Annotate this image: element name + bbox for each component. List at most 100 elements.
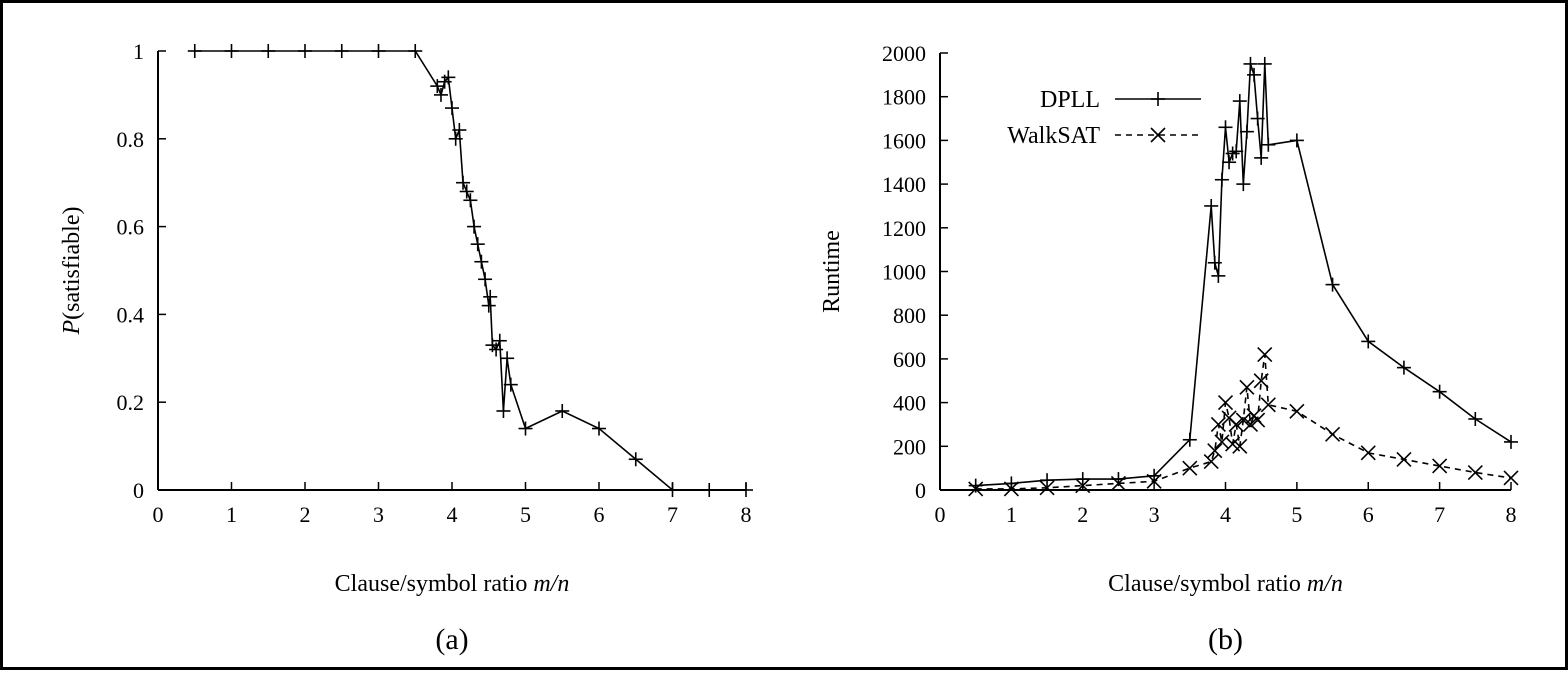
panel-b-y-tick-label: 1000 (882, 260, 926, 285)
panel-b-data-point (1468, 411, 1483, 426)
panel-b-data-point (1214, 172, 1229, 187)
panel-b-data-point (1182, 432, 1197, 447)
panel-b-axes: 0 1 2 3 4 5 6 7 8 0 200 400 600 800 1000 1200 1400 1600 18… (882, 41, 1517, 527)
panel-b-y-tick-label: 800 (893, 303, 926, 328)
panel-b-data-point (1236, 177, 1251, 192)
panel-a-data-point (483, 289, 498, 304)
panel-a-data-point (478, 272, 493, 287)
panel-a-data-point (555, 403, 570, 418)
legend-marker-1 (1150, 127, 1166, 143)
panel-a-data-point (408, 44, 423, 58)
panel-a-y-tick-label: 0.8 (117, 127, 145, 152)
panel-a-x-axis-title-prefix: Clause/symbol ratio (335, 571, 534, 597)
panel-b-data-point (1325, 277, 1340, 292)
panel-a-data-point (467, 219, 482, 234)
panel-a-y-tick-label: 0.4 (117, 302, 145, 327)
legend-label-dpll: DPLL (1040, 87, 1100, 113)
panel-b-data-point (1239, 124, 1254, 139)
panel-b-x-axis-title-italic: m/n (1307, 571, 1343, 597)
panel-a-series-line-0 (194, 50, 746, 491)
panel-b-data-point (1204, 198, 1219, 213)
panel-b-series-line-1 (975, 354, 1512, 490)
panel-a-data-point (448, 131, 463, 146)
panel-b-data-point (1228, 416, 1244, 433)
panel-b-data-point (1235, 412, 1251, 428)
panel-a-chart: 0 1 2 3 4 5 6 7 8 0 0.2 0.4 0.6 0.8 1 Clause/symbol ra… (59, 39, 753, 656)
panel-a-y-tick-label: 1 (133, 39, 144, 64)
panel-a-data-point (503, 377, 518, 392)
panel-b-data-point (1003, 481, 1019, 497)
panel-b-data-point (1075, 472, 1090, 487)
panel-b-chart: 0 1 2 3 4 5 6 7 8 0 200 400 600 800 1000 1200 1400 1600 18… (819, 41, 1519, 656)
panel-b-data-point (1040, 473, 1055, 488)
panel-b-data-point (1432, 458, 1448, 474)
panel-a-data-point (371, 44, 386, 58)
panel-b-data-point (1504, 434, 1518, 449)
panel-b-data-point (1232, 94, 1247, 109)
panel-b-y-tick-label: 2000 (882, 41, 926, 66)
panel-b-y-tick-label: 1400 (882, 172, 926, 197)
panel-b-x-tick-label: 3 (1149, 502, 1160, 527)
panel-a-data-point (474, 254, 489, 269)
panel-b-data-point (1243, 56, 1258, 71)
panel-b-data-point (1225, 146, 1240, 161)
panel-b-data-point (1211, 268, 1226, 283)
panel-b-x-axis-title-prefix: Clause/symbol ratio (1108, 571, 1307, 597)
panel-b-x-tick-label: 0 (935, 502, 946, 527)
panel-b-data-point (1396, 360, 1411, 375)
panel-a-data-point (470, 237, 485, 252)
panel-b-legend: DPLL WalkSAT (1007, 87, 1201, 149)
panel-b-x-tick-label: 2 (1077, 502, 1088, 527)
panel-b-y-tick-label: 1600 (882, 128, 926, 153)
panel-a-data-point (459, 184, 474, 199)
panel-a-y-tick-label: 0.6 (117, 215, 145, 240)
panel-b-data-point (1250, 111, 1265, 126)
panel-b-data-point (1110, 475, 1127, 492)
panel-b-x-tick-label: 4 (1220, 502, 1231, 527)
panel-b-data-point (1257, 346, 1273, 363)
panel-a-data-point (224, 44, 239, 58)
panel-a-data-point (441, 70, 456, 85)
panel-b-data-point (1289, 403, 1305, 419)
panel-a-data-point (261, 44, 276, 58)
panel-a-y-tick-label: 0 (133, 478, 144, 503)
panel-b-y-tick-label: 1800 (882, 85, 926, 110)
panel-a-x-tick-label: 8 (741, 502, 752, 527)
panel-a-y-axis-title-suffix: (satisfiable) (59, 207, 85, 320)
panel-b-x-tick-label: 5 (1291, 502, 1302, 527)
panel-a-data-point (489, 342, 504, 357)
panel-b-data-point (1503, 470, 1519, 486)
panel-b-data-point (1360, 445, 1376, 461)
panel-b-y-tick-label: 1200 (882, 216, 926, 241)
panel-a-data-point (298, 44, 312, 58)
panel-a-y-tick-label: 0.2 (117, 390, 145, 415)
panel-a-data-point (433, 87, 448, 102)
panel-b-data-point (1260, 397, 1276, 413)
panel-a-y-axis-title-italic: P (59, 319, 85, 335)
panel-b-data-point (968, 481, 984, 497)
panel-a-x-axis-title-italic: m/n (533, 571, 569, 597)
panel-b-data-point (1182, 460, 1198, 476)
panel-b-data-point (1396, 451, 1412, 467)
panel-b-data-point (1217, 395, 1234, 411)
panel-b-label: (b) (1208, 623, 1243, 656)
panel-a-x-tick-label: 7 (667, 502, 678, 527)
panel-b-x-axis-title: Clause/symbol ratio m/n (1108, 571, 1343, 597)
panel-a-x-tick-label: 5 (520, 502, 531, 527)
panel-b-data-point (1250, 412, 1266, 428)
panel-a-x-tick-label: 4 (447, 502, 458, 527)
panel-b-data-point (968, 478, 983, 493)
panel-a-x-tick-label: 1 (226, 502, 237, 527)
panel-b-data-point (1239, 379, 1255, 395)
panel-b-x-tick-label: 8 (1506, 502, 1517, 527)
panel-b-series (968, 56, 1519, 497)
panel-b-data-point (1361, 334, 1376, 349)
panel-a-data-point (665, 483, 680, 497)
panel-b-data-point (1222, 155, 1237, 170)
panel-a-data-point (445, 101, 459, 116)
panel-b-data-point (1289, 133, 1304, 148)
panel-a-axes: 0 1 2 3 4 5 6 7 8 0 0.2 0.4 0.6 0.8 1 (117, 39, 752, 527)
panel-b-data-point (1146, 473, 1162, 489)
panel-b-data-point (1261, 137, 1276, 152)
